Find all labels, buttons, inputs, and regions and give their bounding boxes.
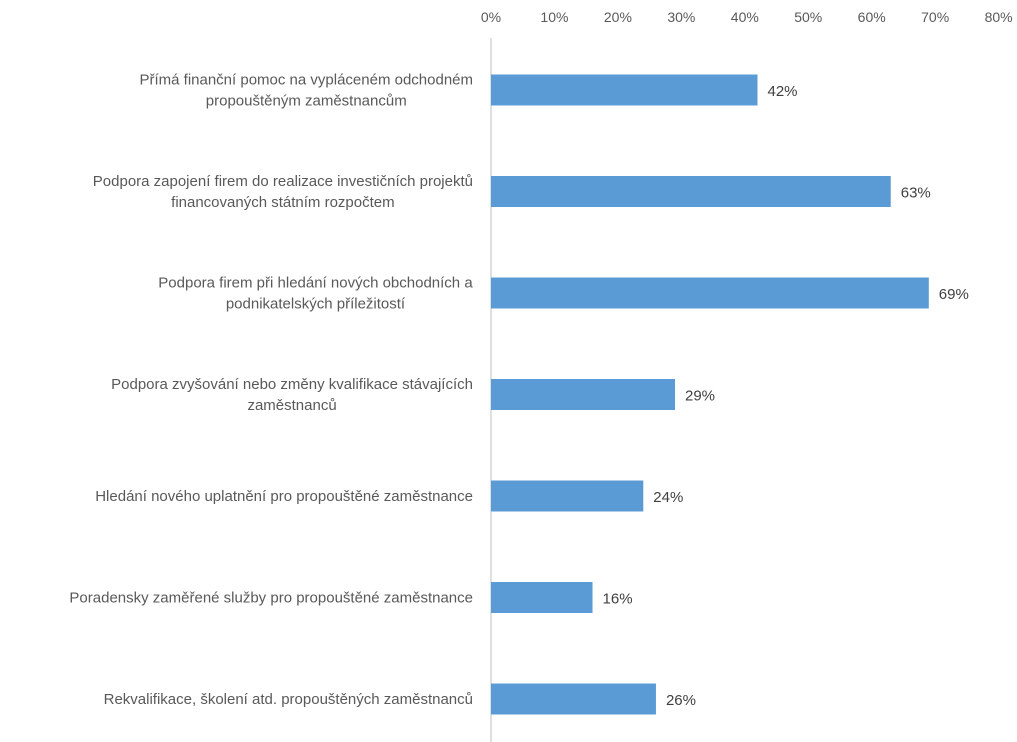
category-label-line: Hledání nového uplatnění pro propouštěné… [95, 488, 473, 505]
category-label: Poradensky zaměřené služby pro propouště… [69, 590, 473, 607]
data-label: 26% [666, 692, 696, 709]
data-label: 24% [653, 489, 683, 506]
data-label: 69% [939, 286, 969, 303]
x-axis-ticks: 0% 10% 20% 30% 40% 50% 60% 70% 80% [481, 9, 1013, 25]
category-label-line: Podpora zvyšování nebo změny kvalifikace… [111, 376, 473, 393]
bar [491, 74, 758, 106]
x-tick-label: 60% [858, 9, 886, 25]
bar [491, 277, 929, 309]
x-tick-label: 80% [985, 9, 1013, 25]
x-tick-label: 0% [481, 9, 501, 25]
category-label-line: Podpora zapojení firem do realizace inve… [93, 173, 473, 190]
bar [491, 176, 891, 207]
category-label-line: podnikatelských příležitostí [226, 296, 406, 313]
category-label-line: propouštěným zaměstnancům [206, 93, 407, 110]
category-label: Hledání nového uplatnění pro propouštěné… [95, 488, 473, 505]
x-tick-label: 10% [540, 9, 568, 25]
x-tick-label: 50% [794, 9, 822, 25]
category-label: Podpora zapojení firem do realizace inve… [93, 173, 473, 211]
category-label-line: financovaných státním rozpočtem [171, 194, 394, 211]
category-label-line: Rekvalifikace, školení atd. propouštěnýc… [104, 691, 473, 708]
data-label: 16% [603, 591, 633, 608]
x-tick-label: 70% [921, 9, 949, 25]
category-label: Přímá finanční pomoc na vypláceném odcho… [139, 72, 473, 110]
data-label: 63% [901, 185, 931, 202]
x-tick-label: 40% [731, 9, 759, 25]
category-label: Rekvalifikace, školení atd. propouštěnýc… [104, 691, 473, 708]
data-label: 42% [767, 83, 797, 100]
category-label-line: zaměstnanců [247, 397, 336, 414]
data-label: 29% [685, 388, 715, 405]
x-tick-label: 30% [667, 9, 695, 25]
bar [491, 379, 676, 410]
category-label-line: Poradensky zaměřené služby pro propouště… [69, 590, 473, 607]
bar [491, 582, 593, 613]
x-tick-label: 20% [604, 9, 632, 25]
bar [491, 683, 656, 715]
bars [491, 74, 929, 715]
category-labels: Přímá finanční pomoc na vypláceném odcho… [69, 72, 473, 709]
category-label-line: Přímá finanční pomoc na vypláceném odcho… [139, 72, 473, 89]
category-label: Podpora firem při hledání nových obchodn… [158, 275, 473, 313]
data-labels: 42% 63% 69% 29% 24% 16% 26% [603, 83, 969, 709]
category-label: Podpora zvyšování nebo změny kvalifikace… [111, 376, 473, 414]
bar [491, 480, 644, 512]
category-label-line: Podpora firem při hledání nových obchodn… [158, 275, 473, 292]
